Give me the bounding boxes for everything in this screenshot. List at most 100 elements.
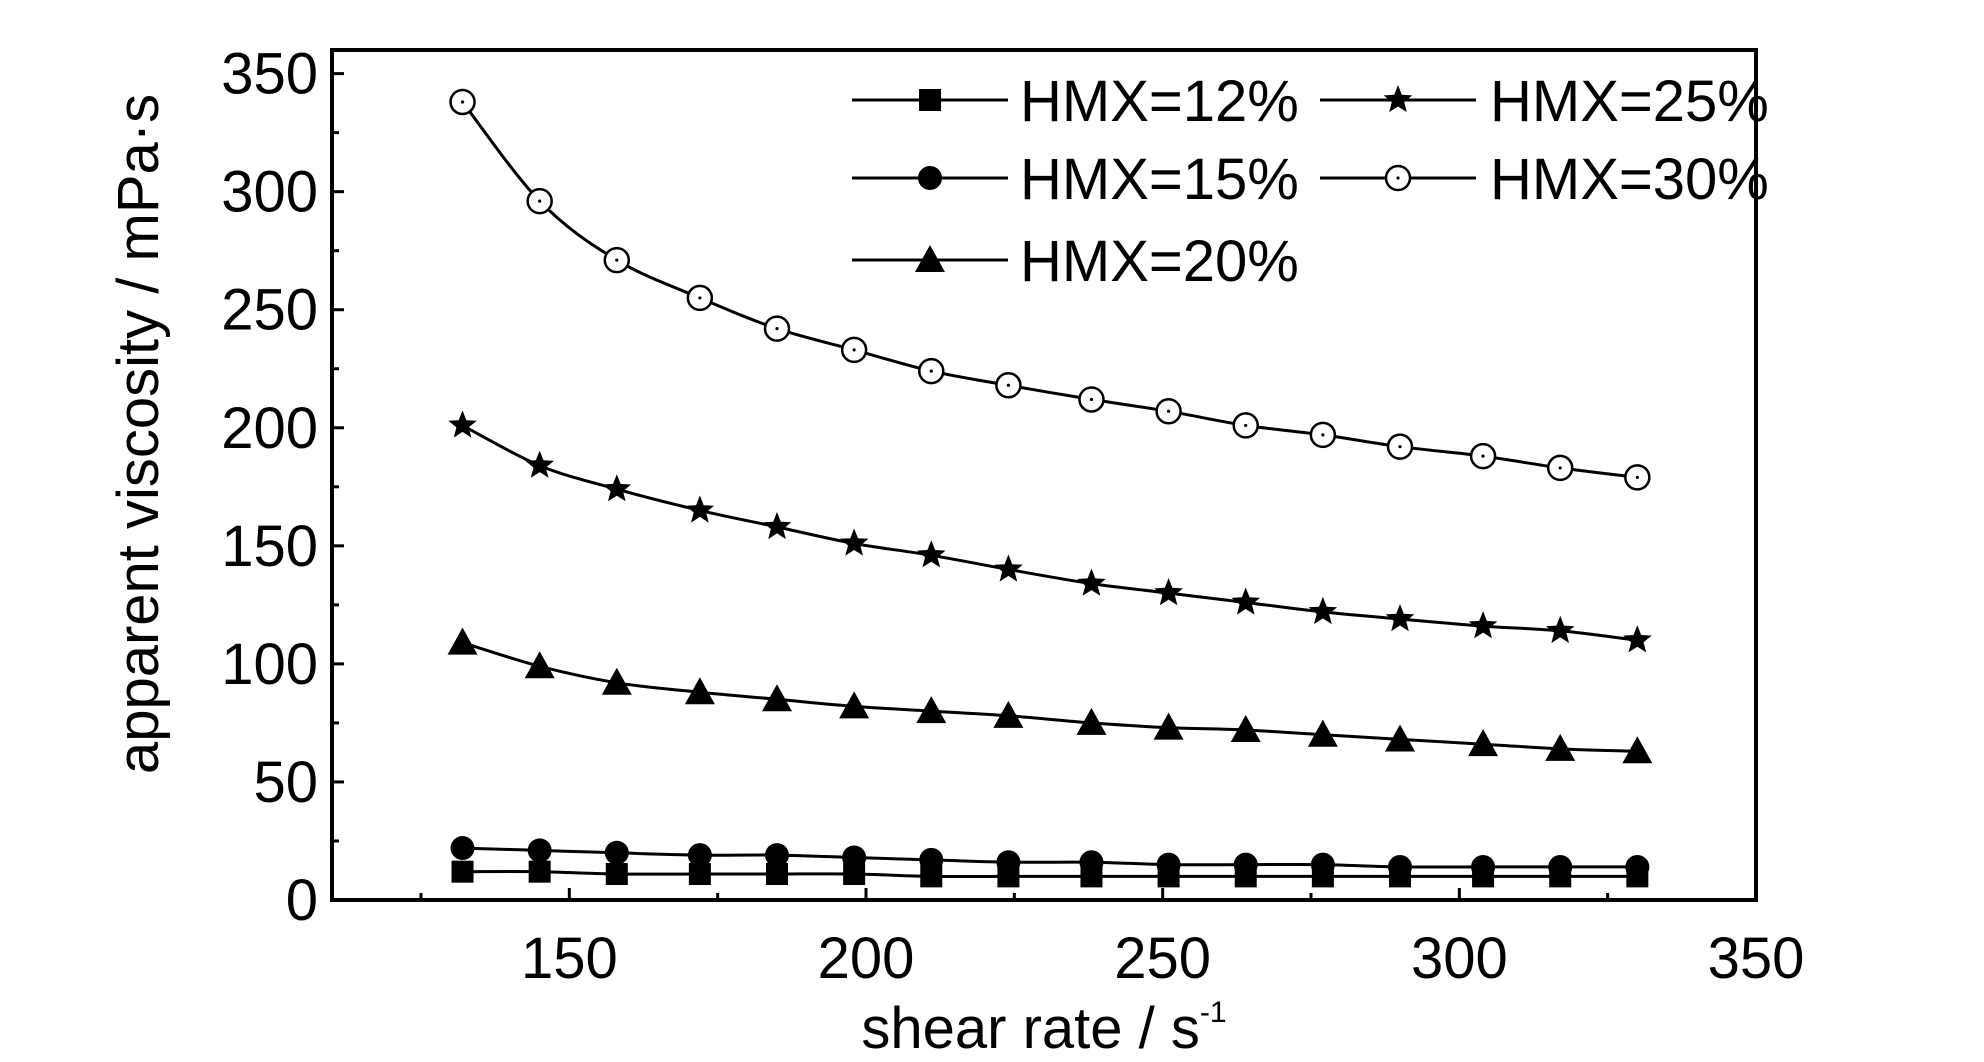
series-4-point-12-dot bbox=[1398, 445, 1402, 449]
series-4-point-8-dot bbox=[1089, 397, 1094, 402]
series-4-point-7 bbox=[995, 372, 1022, 399]
series-0-point-3 bbox=[688, 863, 711, 886]
series-4-point-14-dot bbox=[1558, 466, 1562, 470]
y-tick-label-50: 50 bbox=[253, 750, 318, 815]
series-1-point-0 bbox=[450, 836, 475, 861]
x-tick-label-350: 350 bbox=[1708, 926, 1805, 991]
series-3-point-8 bbox=[1077, 568, 1106, 596]
series-0-point-2 bbox=[605, 863, 628, 886]
series-4-point-2 bbox=[603, 246, 631, 274]
series-4-point-9-dot bbox=[1167, 409, 1171, 413]
series-4-point-5 bbox=[840, 336, 868, 364]
legend-item-0: HMX=12% bbox=[852, 69, 1299, 134]
legend-marker-1 bbox=[918, 166, 942, 190]
series-2-point-10 bbox=[1230, 715, 1261, 742]
series-4-point-15-dot bbox=[1635, 475, 1639, 479]
series-4-point-7-dot bbox=[1006, 383, 1011, 387]
series-4-point-4-dot bbox=[775, 327, 779, 331]
x-axis: 150 200 250 300 350 bbox=[419, 888, 1805, 991]
series-2-point-13 bbox=[1468, 729, 1499, 757]
legend-item-3: HMX=25% bbox=[1320, 69, 1769, 134]
x-tick-label-200: 200 bbox=[818, 926, 915, 991]
series-3-point-2 bbox=[602, 474, 632, 502]
series-line-3 bbox=[461, 424, 1638, 642]
legend-label-0: HMX=12% bbox=[1020, 69, 1299, 134]
series-1-point-7 bbox=[996, 850, 1021, 875]
x-axis-title: shear rate / s-1 bbox=[861, 996, 1226, 1061]
y-tick-label-0: 0 bbox=[286, 868, 318, 933]
series-4-point-8 bbox=[1078, 386, 1105, 413]
y-tick-label-150: 150 bbox=[221, 514, 318, 579]
series-0-point-5 bbox=[843, 863, 866, 886]
legend-item-2: HMX=20% bbox=[852, 229, 1299, 294]
series-2-point-11 bbox=[1307, 719, 1338, 747]
legend-label-4: HMX=30% bbox=[1490, 147, 1769, 212]
legend-marker-3 bbox=[1383, 85, 1413, 113]
legend-label-2: HMX=20% bbox=[1020, 229, 1299, 294]
series-4-point-3 bbox=[686, 284, 714, 312]
series-1-point-8 bbox=[1079, 850, 1104, 875]
x-tick-label-250: 250 bbox=[1114, 926, 1211, 991]
legend-marker-4 bbox=[1384, 164, 1412, 192]
series-1-point-5 bbox=[842, 845, 867, 870]
series-4-point-10-dot bbox=[1244, 423, 1248, 428]
series-1-point-10 bbox=[1233, 852, 1258, 877]
series-markers bbox=[447, 88, 1653, 888]
series-4-point-0 bbox=[449, 88, 476, 116]
series-3-point-13 bbox=[1468, 611, 1498, 639]
x-tick-label-300: 300 bbox=[1411, 926, 1508, 991]
plot-area-frame bbox=[330, 48, 1758, 902]
series-4-point-2-dot bbox=[615, 258, 619, 262]
series-1-point-4 bbox=[765, 843, 789, 868]
series-2-point-12 bbox=[1385, 724, 1415, 752]
y-axis-title: apparent viscosity / mPa·s bbox=[106, 94, 171, 774]
series-4-point-4 bbox=[763, 315, 791, 342]
series-2-point-14 bbox=[1545, 733, 1576, 761]
series-line-2 bbox=[462, 641, 1638, 753]
series-2-point-1 bbox=[524, 651, 555, 679]
series-3-point-4 bbox=[762, 511, 792, 540]
series-0-point-4 bbox=[766, 863, 788, 886]
series-1-point-3 bbox=[687, 843, 712, 868]
plot-frame-group bbox=[330, 48, 1758, 902]
series-0-point-1 bbox=[528, 860, 551, 883]
series-line-1 bbox=[462, 846, 1638, 869]
legend-label-3: HMX=25% bbox=[1490, 69, 1769, 134]
series-line-0 bbox=[462, 870, 1638, 879]
series-4-point-14 bbox=[1546, 454, 1574, 482]
series-3-point-15 bbox=[1623, 625, 1652, 653]
series-3-point-0 bbox=[448, 410, 477, 438]
series-1-point-14 bbox=[1548, 854, 1573, 879]
series-3-point-14 bbox=[1545, 615, 1575, 643]
series-4-point-5-dot bbox=[852, 348, 856, 352]
series-1-point-15 bbox=[1625, 854, 1650, 879]
y-tick-label-200: 200 bbox=[221, 396, 318, 461]
series-2-point-4 bbox=[762, 684, 792, 712]
series-4-point-13 bbox=[1469, 442, 1497, 470]
y-tick-label-250: 250 bbox=[221, 278, 318, 343]
legend-label-1: HMX=15% bbox=[1020, 147, 1299, 212]
series-1-point-6 bbox=[919, 847, 944, 872]
series-2-point-9 bbox=[1153, 712, 1184, 740]
series-3-point-3 bbox=[685, 495, 715, 523]
series-0-point-0 bbox=[451, 860, 474, 883]
series-2-point-3 bbox=[684, 677, 715, 705]
series-2-point-0 bbox=[447, 627, 478, 655]
series-1-point-2 bbox=[604, 840, 629, 865]
legend-marker-4-dot bbox=[1396, 176, 1400, 180]
series-3-point-1 bbox=[525, 450, 554, 478]
series-3-point-7 bbox=[994, 554, 1023, 582]
series-2-point-2 bbox=[601, 667, 632, 695]
series-4-point-0-dot bbox=[460, 100, 465, 104]
legend-marker-0 bbox=[919, 89, 941, 111]
series-1-point-11 bbox=[1310, 852, 1335, 877]
series-2-point-8 bbox=[1076, 707, 1107, 735]
series-1-point-1 bbox=[527, 838, 552, 863]
legend: HMX=12% HMX=15% HMX=20% HMX=25% HMX=30% bbox=[852, 69, 1769, 294]
series-4-point-9 bbox=[1155, 398, 1182, 425]
series-3-point-5 bbox=[839, 528, 869, 556]
x-tick-label-150: 150 bbox=[521, 926, 618, 991]
series-3-point-10 bbox=[1231, 587, 1260, 615]
x-axis-title-text: shear rate / s bbox=[861, 996, 1199, 1061]
